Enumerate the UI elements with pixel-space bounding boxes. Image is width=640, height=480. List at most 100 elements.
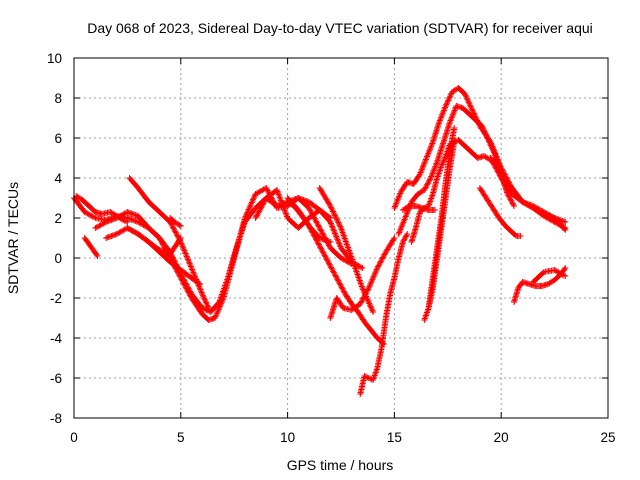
data-point bbox=[327, 239, 334, 245]
data-point bbox=[334, 236, 341, 243]
data-point bbox=[508, 197, 515, 204]
data-point bbox=[428, 172, 435, 179]
data-point bbox=[448, 116, 455, 123]
data-point bbox=[562, 265, 569, 271]
data-point bbox=[394, 196, 401, 203]
data-point bbox=[261, 199, 268, 205]
data-point bbox=[508, 199, 515, 205]
data-point bbox=[392, 202, 399, 209]
data-point bbox=[402, 233, 409, 240]
data-point bbox=[197, 288, 204, 295]
data-point bbox=[93, 251, 100, 258]
data-point bbox=[180, 276, 187, 283]
data-point bbox=[250, 195, 257, 202]
data-point bbox=[181, 277, 188, 284]
data-point bbox=[199, 291, 206, 297]
data-point bbox=[174, 233, 181, 240]
data-point bbox=[171, 227, 178, 233]
data-point bbox=[390, 236, 397, 243]
data-point bbox=[482, 130, 489, 136]
data-point bbox=[198, 289, 205, 296]
data-point bbox=[334, 276, 341, 283]
data-point bbox=[445, 96, 452, 102]
data-point bbox=[491, 161, 498, 168]
data-point bbox=[184, 254, 191, 261]
data-point bbox=[200, 305, 207, 312]
y-tick-label: 10 bbox=[47, 51, 62, 66]
data-point bbox=[420, 162, 427, 169]
data-point bbox=[368, 304, 375, 311]
data-point bbox=[332, 214, 339, 220]
data-point bbox=[419, 165, 426, 172]
data-point bbox=[438, 163, 445, 169]
data-point bbox=[447, 117, 454, 124]
data-point bbox=[174, 232, 181, 239]
data-point bbox=[327, 263, 334, 269]
data-point bbox=[443, 100, 450, 107]
data-point bbox=[377, 258, 384, 265]
data-point bbox=[187, 288, 194, 295]
data-point bbox=[447, 93, 454, 100]
data-point bbox=[315, 241, 322, 248]
data-point bbox=[561, 225, 568, 232]
data-point bbox=[336, 222, 343, 229]
data-point bbox=[121, 217, 128, 224]
data-point bbox=[362, 373, 369, 380]
data-point bbox=[331, 211, 338, 218]
data-point bbox=[191, 272, 198, 279]
data-point bbox=[357, 301, 364, 307]
data-point bbox=[325, 259, 332, 265]
data-point bbox=[278, 200, 285, 207]
data-point bbox=[397, 226, 404, 233]
y-tick-label: 0 bbox=[54, 251, 62, 266]
data-point bbox=[450, 110, 457, 117]
data-point bbox=[331, 271, 338, 277]
data-point bbox=[169, 254, 176, 261]
data-point bbox=[487, 155, 494, 161]
data-point bbox=[259, 201, 266, 208]
data-point bbox=[422, 157, 429, 164]
data-point bbox=[559, 271, 566, 278]
data-point bbox=[433, 160, 440, 167]
data-point bbox=[373, 267, 380, 274]
data-point bbox=[335, 219, 342, 226]
data-point bbox=[422, 156, 429, 163]
data-point bbox=[254, 211, 261, 217]
data-point bbox=[364, 374, 371, 381]
data-point bbox=[313, 237, 320, 244]
data-point bbox=[404, 231, 411, 237]
data-point bbox=[328, 221, 335, 228]
data-point bbox=[333, 233, 340, 240]
data-point bbox=[195, 282, 202, 289]
data-point bbox=[314, 221, 321, 227]
data-point bbox=[189, 267, 196, 274]
x-tick-label: 5 bbox=[177, 430, 185, 445]
data-point bbox=[323, 255, 330, 261]
data-point bbox=[336, 242, 343, 249]
data-point bbox=[488, 157, 495, 164]
data-point bbox=[396, 229, 403, 236]
data-point bbox=[438, 114, 445, 121]
data-point bbox=[511, 203, 518, 209]
data-point bbox=[364, 287, 371, 294]
data-point bbox=[335, 239, 342, 246]
y-tick-label: -6 bbox=[50, 371, 62, 386]
data-point bbox=[439, 111, 446, 118]
data-point bbox=[329, 208, 336, 215]
data-point bbox=[324, 257, 331, 264]
data-point bbox=[399, 239, 406, 245]
data-point bbox=[436, 119, 443, 125]
series-track-9 bbox=[252, 187, 366, 271]
data-point bbox=[329, 224, 336, 231]
data-point bbox=[257, 205, 264, 212]
data-point bbox=[489, 146, 496, 153]
data-point bbox=[509, 200, 516, 207]
data-point bbox=[337, 281, 344, 288]
data-point bbox=[400, 237, 407, 244]
data-point bbox=[253, 213, 260, 220]
data-point bbox=[393, 199, 400, 206]
data-point bbox=[325, 260, 332, 267]
data-point bbox=[120, 217, 127, 223]
data-point bbox=[380, 254, 387, 261]
data-point bbox=[276, 192, 283, 199]
